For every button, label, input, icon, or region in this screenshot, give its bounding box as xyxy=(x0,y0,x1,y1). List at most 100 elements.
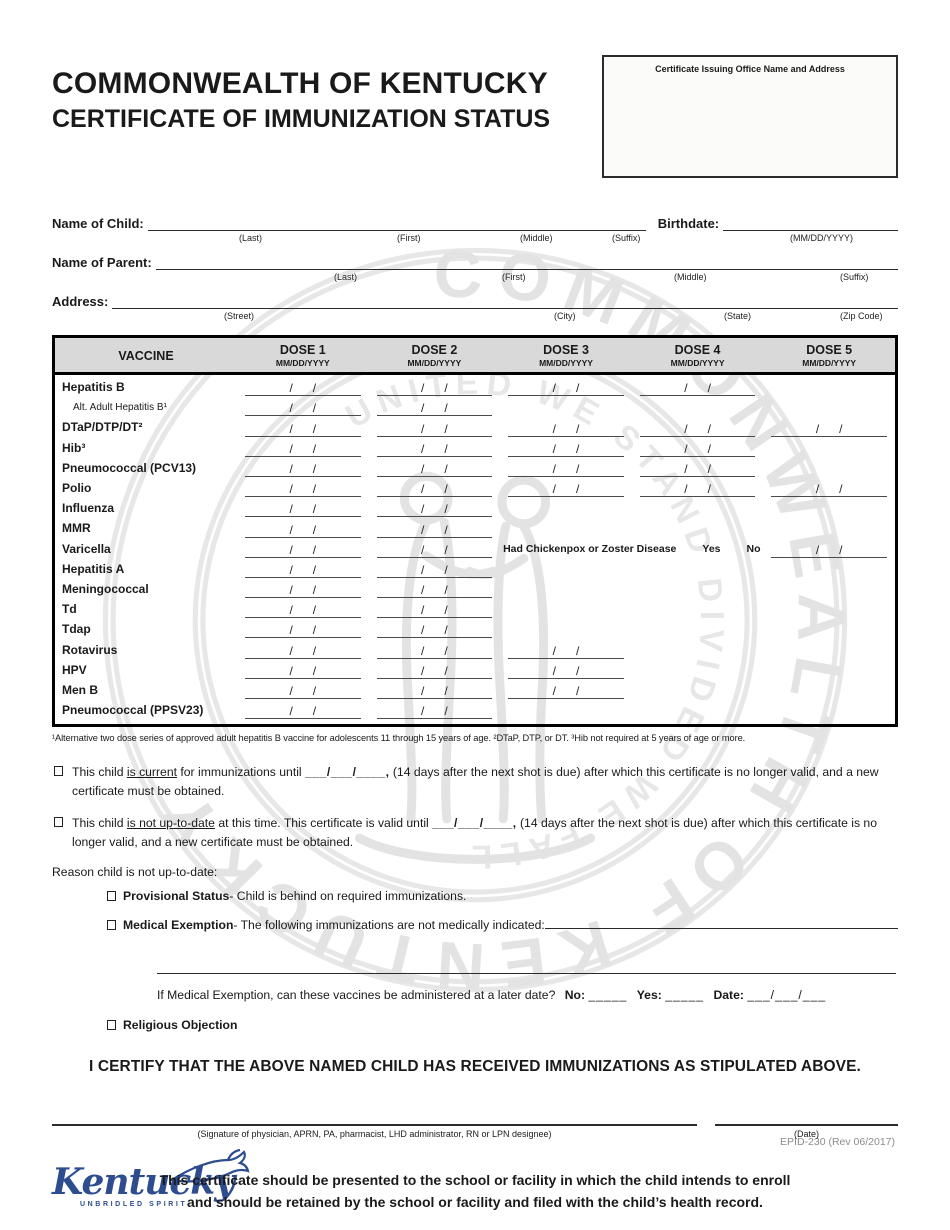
sublabel-last: (Last) xyxy=(334,272,358,282)
date-label: Date: xyxy=(713,987,744,1002)
dose-date-line[interactable]: / / xyxy=(245,543,361,558)
parent-name-input-line[interactable] xyxy=(155,253,898,270)
vaccine-row: Td / / / / xyxy=(55,599,895,619)
dose-date-line[interactable]: / / xyxy=(639,462,756,477)
dose-cell: / / xyxy=(237,642,369,660)
dose-date-line[interactable]: / / xyxy=(245,402,361,417)
religious-objection-checkbox[interactable] xyxy=(107,1019,116,1030)
dose-date-line[interactable]: / / xyxy=(245,644,361,659)
issuing-office-box[interactable]: Certificate Issuing Office Name and Addr… xyxy=(602,55,898,178)
dose-date-line[interactable]: / / xyxy=(376,604,493,619)
dose-date-line[interactable]: / / xyxy=(245,382,361,397)
dose-date-line[interactable]: / / xyxy=(245,664,361,679)
dose-date-line[interactable]: / / xyxy=(376,382,493,397)
medical-exemption-checkbox[interactable] xyxy=(107,919,116,930)
address-input-line[interactable] xyxy=(112,292,898,309)
dose-date-line[interactable]: / / xyxy=(245,523,361,538)
status-section: This child is current for immunizations … xyxy=(52,763,898,1032)
dose-date-line[interactable]: / / xyxy=(376,584,493,599)
dose-date-line[interactable]: / / xyxy=(376,664,493,679)
dose-date-line[interactable]: / / xyxy=(376,705,493,720)
dose-cell: / / xyxy=(500,682,632,700)
dose-date-line[interactable]: / / xyxy=(376,644,493,659)
signature-sublabels: (Signature of physician, APRN, PA, pharm… xyxy=(52,1129,898,1139)
vaccine-row: Pneumococcal (PCV13) / / / / / / / / xyxy=(55,458,895,478)
dose-date-line[interactable]: / / xyxy=(245,462,361,477)
child-name-input-line[interactable] xyxy=(147,214,646,231)
dose-date-line[interactable]: / / xyxy=(508,442,624,457)
dose-date-line[interactable]: / / xyxy=(508,462,624,477)
signature-line[interactable] xyxy=(52,1116,697,1126)
signature-row xyxy=(52,1116,898,1126)
dose-date-line[interactable]: / / xyxy=(376,442,493,457)
dose-date-line[interactable]: / / xyxy=(771,483,887,498)
vaccine-row: Men B / / / / / / xyxy=(55,680,895,700)
dose-date-line[interactable]: / / xyxy=(245,503,361,518)
dose-cell: / / xyxy=(369,399,501,417)
dose-date-line[interactable]: / / xyxy=(639,422,756,437)
dose-date-line[interactable]: / / xyxy=(508,483,624,498)
vaccine-name: Hepatitis B xyxy=(62,380,125,395)
dose-date-line[interactable]: / / xyxy=(245,584,361,599)
dose-date-line[interactable]: / / xyxy=(245,563,361,578)
dose-date-line[interactable]: / / xyxy=(376,422,493,437)
dose-date-line[interactable]: / / xyxy=(508,644,624,659)
dose-date-line[interactable]: / / xyxy=(245,422,361,437)
nutd-text-pre: This child xyxy=(72,816,127,830)
dose-date-line[interactable]: / / xyxy=(508,685,624,699)
dose-date-line[interactable]: / / xyxy=(245,685,361,699)
dose-cell: / / xyxy=(369,500,501,518)
current-checkbox[interactable] xyxy=(54,766,63,777)
dose-cell: / / xyxy=(237,702,369,720)
chickenpox-option-no[interactable]: No xyxy=(746,542,761,555)
dose-date-line[interactable]: / / xyxy=(245,604,361,619)
dose-date-line[interactable]: / / xyxy=(245,483,361,498)
dose-date-line[interactable]: / / xyxy=(245,705,361,720)
logo-wordmark: Kentucky xyxy=(52,1161,235,1203)
vaccine-row: Polio / / / / / / / / / / xyxy=(55,478,895,498)
dose-cell: / / xyxy=(237,480,369,498)
date-blank[interactable]: ___/___/___ xyxy=(747,987,827,1002)
dose-date-line[interactable]: / / xyxy=(245,442,361,457)
current-date-blank[interactable]: ___/___/____, xyxy=(305,765,390,780)
dose-date-line[interactable]: / / xyxy=(376,483,493,498)
birthdate-input-line[interactable] xyxy=(723,214,898,231)
yes-blank[interactable]: _____ xyxy=(665,987,705,1002)
dose-date-line[interactable]: / / xyxy=(771,422,887,437)
medical-exemption-continuation-line[interactable] xyxy=(157,944,896,974)
date-sublabel: (Date) xyxy=(793,1128,819,1139)
dose-date-line[interactable]: / / xyxy=(376,624,493,639)
address-label: Address: xyxy=(52,294,109,309)
nutd-date-blank[interactable]: ___/___/____, xyxy=(432,816,517,830)
dose-date-line[interactable]: / / xyxy=(376,543,493,558)
dose-date-line[interactable]: / / xyxy=(508,664,624,679)
dose-date-line[interactable]: / / xyxy=(376,402,493,417)
dose-date-line[interactable]: / / xyxy=(376,563,493,578)
dose-date-line[interactable]: / / xyxy=(639,442,756,457)
dose-column-header: DOSE 4 MM/DD/YYYY xyxy=(670,343,725,368)
vaccine-name: MMR xyxy=(62,521,91,536)
provisional-checkbox[interactable] xyxy=(107,890,116,901)
dose-date-line[interactable]: / / xyxy=(245,624,361,639)
dose-date-line[interactable]: / / xyxy=(508,382,624,397)
no-blank[interactable]: _____ xyxy=(588,987,628,1002)
dose-date-line[interactable]: / / xyxy=(639,382,756,397)
later-date-question-row: If Medical Exemption, can these vaccines… xyxy=(157,988,898,1002)
medical-exemption-input-line[interactable] xyxy=(544,915,898,929)
dose-date-line[interactable]: / / xyxy=(376,462,493,477)
signature-date-line[interactable] xyxy=(715,1116,898,1126)
chickenpox-note-text: Had Chickenpox or Zoster Disease xyxy=(503,542,677,555)
dose-date-line[interactable]: / / xyxy=(376,503,493,518)
dose-date-line[interactable]: / / xyxy=(639,483,756,498)
dose-cell: / / xyxy=(500,480,632,498)
vaccine-name: DTaP/DTP/DT² xyxy=(62,420,143,435)
dose-date-line[interactable]: / / xyxy=(376,523,493,538)
not-up-to-date-checkbox[interactable] xyxy=(54,817,63,827)
vaccine-name: Men B xyxy=(62,682,98,697)
horse-icon xyxy=(170,1148,250,1183)
disease-date-line[interactable]: / / xyxy=(771,543,887,558)
dose-date-line[interactable]: / / xyxy=(376,685,493,699)
chickenpox-option-yes[interactable]: Yes xyxy=(702,542,721,555)
dose-date-line[interactable]: / / xyxy=(508,422,624,437)
parent-name-label: Name of Parent: xyxy=(52,255,152,270)
